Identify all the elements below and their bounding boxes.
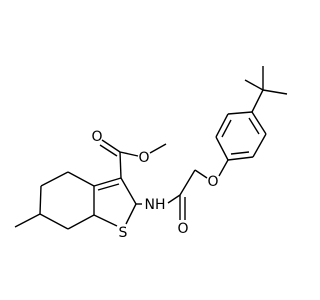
bonds [14, 66, 288, 230]
molecule: O O S NH O O [14, 66, 288, 241]
atom-label: O [91, 129, 102, 145]
atom-label: O [138, 150, 149, 166]
atom-label: O [207, 174, 218, 190]
atom-label: NH [145, 197, 166, 213]
atom-label: S [119, 225, 128, 241]
atom-label: O [177, 221, 188, 237]
